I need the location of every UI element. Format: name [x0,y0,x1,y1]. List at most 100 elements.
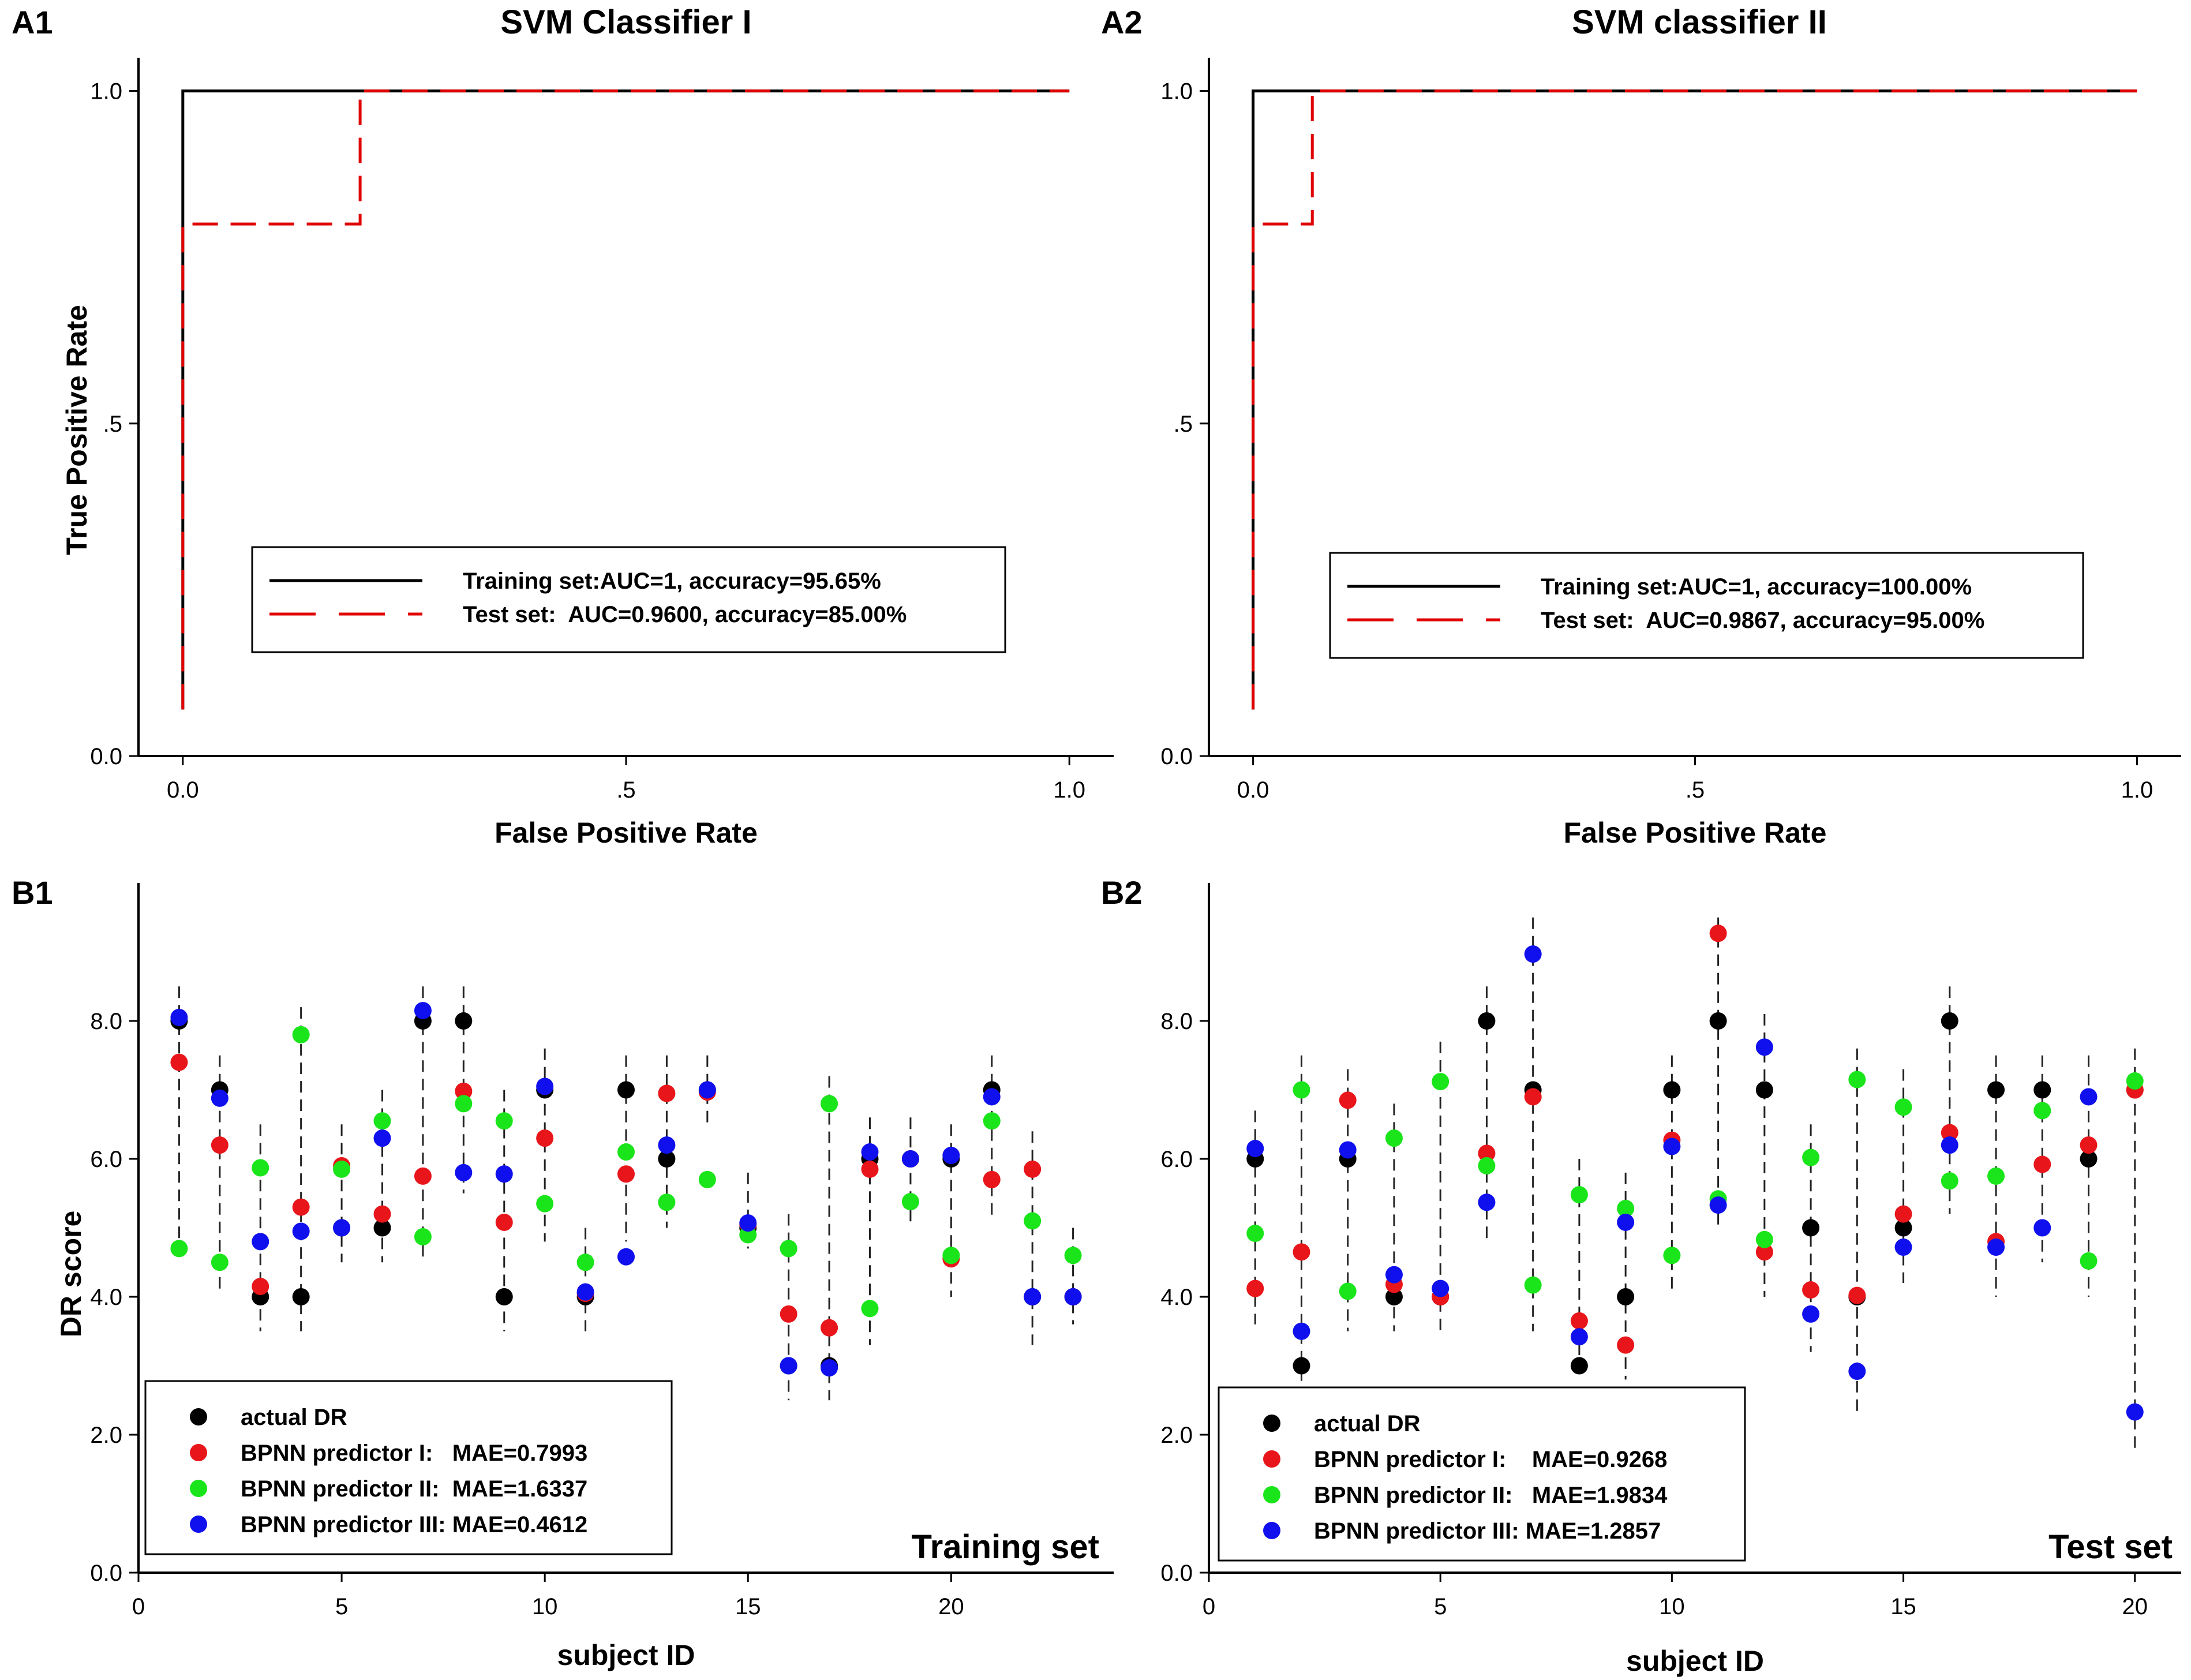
data-point-actual [1385,1288,1403,1305]
y-tick-label: 6.0 [90,1147,122,1172]
data-point-pred3 [333,1219,351,1237]
data-point-pred2 [1024,1212,1042,1230]
legend-label: BPNN predictor II: MAE=1.9834 [1314,1483,1668,1508]
x-tick-label: 15 [1890,1594,1916,1619]
y-axis-label: True Positive Rate [61,305,93,555]
data-point-pred2 [2126,1072,2144,1090]
panel-label-a2: A2 [1101,4,1143,40]
data-point-pred1 [292,1198,310,1216]
data-point-pred2 [1432,1073,1450,1091]
legend-marker-actual [1263,1415,1280,1432]
data-point-pred3 [1432,1279,1450,1297]
legend-label: BPNN predictor II: MAE=1.6337 [241,1476,587,1502]
x-tick-label: 15 [735,1594,761,1619]
data-point-pred2 [292,1026,310,1043]
data-point-pred3 [1385,1266,1403,1284]
data-point-pred1 [1024,1160,1042,1178]
x-tick-label: 0.0 [1237,777,1269,803]
data-point-pred3 [658,1136,676,1154]
x-axis-label: subject ID [1626,1645,1764,1677]
y-tick-label: 4.0 [90,1285,122,1310]
x-tick-label: 0 [132,1594,145,1619]
data-point-pred2 [821,1095,838,1113]
y-tick-label: 6.0 [1160,1147,1193,1172]
data-point-pred3 [455,1163,473,1181]
set-label: Test set [2048,1528,2173,1566]
legend-box [1218,1386,1746,1562]
data-point-actual [1478,1012,1496,1030]
data-point-pred3 [1478,1193,1496,1211]
data-point-pred3 [292,1222,310,1240]
data-point-pred2 [2080,1252,2098,1270]
data-point-pred3 [1617,1213,1635,1231]
panel-label-b1: B1 [12,874,53,911]
legend-marker-pred3 [1263,1522,1280,1539]
roc-chart-a2: SVM classifier II 0.0 .5 1.0 0.0 .5 1.0 False P… [1160,3,2181,849]
legend-marker-pred1 [190,1444,207,1461]
data-point-pred2 [1524,1276,1542,1294]
legend-marker-pred1 [1263,1450,1280,1468]
legend-label: BPNN predictor III: MAE=1.2857 [1314,1518,1661,1544]
x-tick-label: 20 [2122,1594,2148,1619]
data-point-pred2 [455,1095,473,1113]
data-point-pred3 [1024,1288,1042,1305]
data-point-pred2 [1848,1071,1866,1088]
data-point-pred3 [373,1129,391,1147]
data-point-pred3 [576,1283,594,1301]
data-point-pred2 [780,1240,797,1258]
chart-title: SVM classifier II [1572,3,1827,41]
x-tick-label: 0 [1203,1594,1215,1619]
y-tick-label: 0.0 [90,744,122,769]
data-point-pred1 [1524,1088,1542,1106]
data-point-pred1 [658,1084,676,1102]
y-tick-label: 2.0 [1160,1423,1193,1448]
data-point-pred1 [373,1205,391,1223]
data-point-pred3 [2033,1219,2051,1237]
legend-label: BPNN predictor I: MAE=0.7993 [241,1440,587,1466]
x-tick-label: 5 [335,1594,348,1619]
data-point-pred2 [698,1170,716,1188]
legend-marker-pred3 [190,1516,207,1533]
x-tick-label: 5 [1434,1594,1447,1619]
y-tick-label: .5 [1174,411,1193,437]
x-tick-label: .5 [1686,777,1705,803]
y-tick-label: 0.0 [1160,744,1193,769]
data-point-pred2 [901,1193,919,1211]
dr-score-chart-b1: 0 5 10 15 20 0.0 2.0 4.0 6.0 8.0 subject ID DR scor… [55,883,1114,1671]
data-point-actual [1570,1357,1588,1375]
x-tick-label: 0.0 [167,777,199,803]
data-point-pred3 [983,1088,1001,1106]
data-point-pred3 [536,1077,554,1095]
y-tick-label: 8.0 [90,1009,122,1034]
data-point-actual [1617,1288,1635,1305]
data-point-pred2 [1246,1225,1264,1243]
x-tick-label: 1.0 [1053,777,1085,803]
data-point-pred1 [252,1278,269,1296]
legend-label: actual DR [241,1405,347,1430]
data-point-pred2 [1339,1282,1357,1300]
data-point-pred1 [170,1053,188,1071]
data-point-pred1 [1894,1205,1912,1223]
legend-box [144,1380,673,1555]
data-point-pred2 [1894,1098,1912,1116]
data-point-pred3 [780,1357,797,1375]
data-point-pred3 [1755,1038,1773,1056]
legend-label: actual DR [1314,1411,1421,1436]
data-point-pred2 [536,1195,554,1213]
data-point-pred3 [1848,1363,1866,1380]
data-point-pred1 [1246,1279,1264,1297]
data-point-pred3 [739,1214,757,1232]
data-point-pred2 [1617,1200,1635,1218]
data-point-actual [1755,1081,1773,1099]
data-point-pred1 [2033,1155,2051,1173]
data-point-actual [2080,1150,2098,1168]
panel-label-b2: B2 [1101,874,1143,911]
data-point-pred3 [821,1359,838,1377]
data-point-pred2 [1663,1247,1681,1264]
data-point-pred2 [495,1112,513,1130]
x-tick-label: 1.0 [2121,777,2153,803]
data-point-pred2 [414,1228,432,1246]
data-point-pred2 [1570,1186,1588,1204]
data-point-pred1 [1941,1124,1958,1142]
data-point-actual [292,1288,310,1305]
